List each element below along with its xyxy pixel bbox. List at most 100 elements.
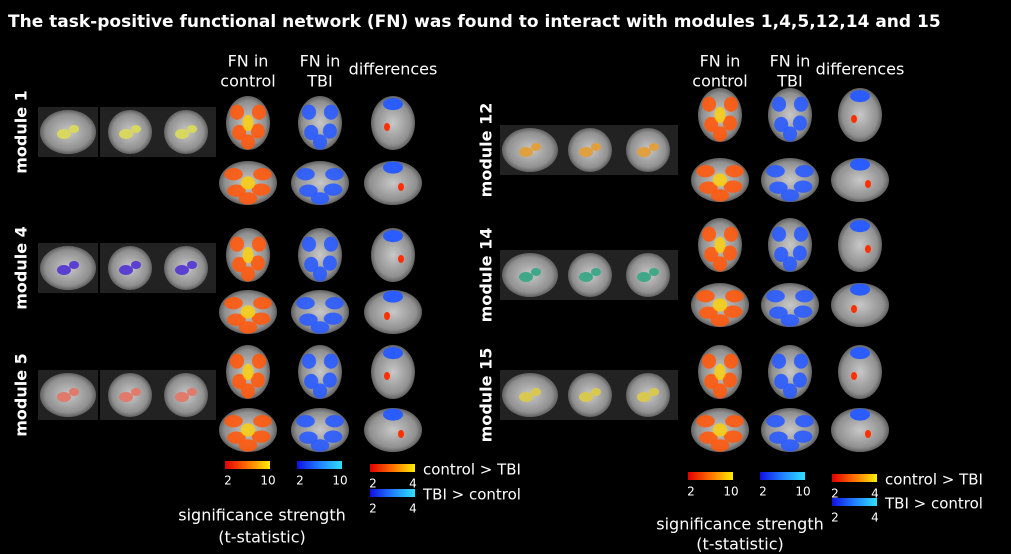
module-label: module 12 bbox=[477, 103, 496, 198]
colorbar-tick-label: 2 bbox=[831, 487, 839, 501]
brain-blob bbox=[699, 431, 718, 444]
brain-blob bbox=[242, 114, 254, 132]
brain-blob bbox=[712, 126, 728, 142]
brain-blob bbox=[251, 236, 267, 252]
brain-blob bbox=[865, 180, 871, 188]
brain-blob bbox=[851, 115, 857, 123]
brain-blob bbox=[723, 180, 743, 193]
brain-blob bbox=[325, 168, 344, 181]
brain-blob bbox=[310, 192, 330, 205]
colorbar-tick-label: 2 bbox=[296, 474, 304, 488]
colorbar-label: TBI > control bbox=[422, 486, 521, 504]
brain-blob bbox=[725, 290, 744, 303]
module-region bbox=[175, 265, 189, 275]
colorbar-tick-label: 4 bbox=[409, 477, 417, 491]
brain-blob bbox=[710, 439, 730, 452]
brain-blob bbox=[782, 256, 798, 272]
brain-blob bbox=[774, 246, 789, 263]
column-header: control bbox=[692, 72, 747, 91]
colorbar-tick-label: 4 bbox=[871, 487, 879, 501]
module-label: module 15 bbox=[477, 348, 496, 443]
brain-blob bbox=[851, 372, 857, 380]
module-region bbox=[57, 129, 71, 139]
module-region bbox=[531, 388, 541, 396]
colorbar bbox=[297, 461, 342, 469]
module-region bbox=[187, 125, 197, 133]
brain-image bbox=[364, 408, 422, 452]
brain-blob bbox=[725, 165, 744, 178]
module-region bbox=[119, 129, 133, 139]
brain-blob bbox=[696, 415, 715, 428]
brain-image bbox=[831, 283, 889, 327]
brain-blob bbox=[704, 373, 719, 390]
legend-title: (t-statistic) bbox=[218, 528, 306, 547]
brain-blob bbox=[325, 297, 344, 310]
brain-blob bbox=[398, 255, 404, 263]
module-region bbox=[649, 268, 659, 276]
brain-blob bbox=[850, 283, 870, 296]
module-region bbox=[119, 392, 133, 402]
brain-blob bbox=[229, 236, 245, 252]
brain-blob bbox=[323, 236, 339, 252]
brain-blob bbox=[699, 181, 718, 194]
brain-blob bbox=[701, 353, 717, 369]
brain-blob bbox=[299, 184, 318, 197]
brain-image bbox=[371, 96, 415, 150]
brain-blob bbox=[383, 408, 403, 421]
brain-blob bbox=[312, 134, 328, 150]
brain-blob bbox=[322, 123, 337, 139]
colorbar-label: control > TBI bbox=[885, 471, 983, 489]
brain-image bbox=[371, 228, 415, 282]
colorbar-tick-label: 10 bbox=[723, 485, 738, 499]
brain-blob bbox=[792, 115, 807, 131]
brain-blob bbox=[696, 165, 715, 178]
module-region bbox=[649, 388, 659, 396]
brain-blob bbox=[301, 236, 317, 252]
module-region bbox=[187, 388, 197, 396]
brain-blob bbox=[850, 90, 870, 103]
brain-blob bbox=[795, 415, 814, 428]
brain-blob bbox=[296, 168, 315, 181]
brain-blob bbox=[232, 373, 247, 390]
legend-title: significance strength bbox=[656, 515, 823, 534]
brain-blob bbox=[850, 408, 870, 421]
brain-blob bbox=[774, 373, 789, 390]
brain-blob bbox=[304, 124, 319, 141]
brain-blob bbox=[723, 430, 743, 443]
colorbar-tick-label: 2 bbox=[369, 502, 377, 516]
module-label: module 5 bbox=[12, 353, 31, 437]
module-region bbox=[649, 143, 659, 151]
brain-blob bbox=[780, 189, 800, 202]
brain-image bbox=[838, 345, 882, 399]
module-region bbox=[69, 388, 79, 396]
brain-blob bbox=[224, 415, 243, 428]
brain-blob bbox=[704, 246, 719, 263]
brain-image bbox=[371, 345, 415, 399]
colorbar bbox=[832, 474, 877, 482]
brain-blob bbox=[710, 314, 730, 327]
brain-blob bbox=[850, 158, 870, 171]
column-header: FN in bbox=[300, 52, 341, 71]
module-region bbox=[637, 147, 651, 157]
brain-blob bbox=[851, 305, 857, 313]
brain-blob bbox=[325, 415, 344, 428]
brain-blob bbox=[792, 372, 807, 388]
brain-blob bbox=[792, 245, 807, 261]
colorbar-tick-label: 4 bbox=[871, 511, 879, 525]
colorbar bbox=[832, 498, 877, 506]
brain-blob bbox=[712, 173, 728, 187]
brain-blob bbox=[722, 245, 737, 261]
colorbar-tick-label: 10 bbox=[795, 485, 810, 499]
brain-blob bbox=[251, 183, 271, 196]
colorbar-label: TBI > control bbox=[884, 495, 983, 513]
brain-blob bbox=[782, 126, 798, 142]
brain-blob bbox=[227, 431, 246, 444]
brain-image bbox=[364, 290, 422, 334]
colorbar bbox=[688, 472, 733, 480]
brain-blob bbox=[310, 439, 330, 452]
brain-blob bbox=[310, 321, 330, 334]
brain-blob bbox=[312, 383, 328, 399]
brain-blob bbox=[383, 98, 403, 111]
brain-blob bbox=[795, 165, 814, 178]
brain-blob bbox=[769, 431, 788, 444]
